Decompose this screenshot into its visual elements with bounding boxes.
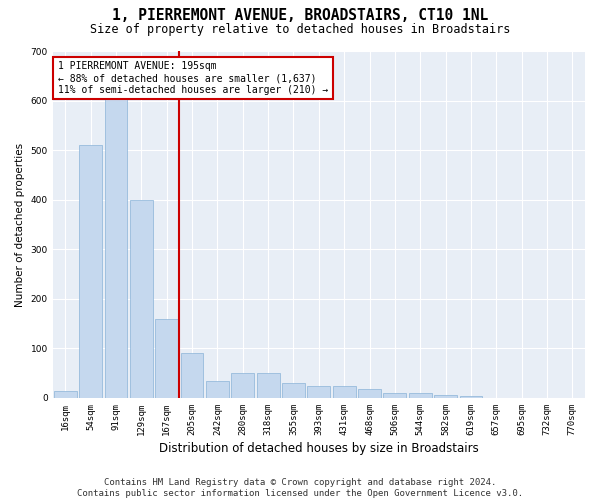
Bar [104,86,127,398]
Bar [54,390,77,398]
Bar [257,373,280,398]
Bar [206,380,229,398]
Bar [409,393,431,398]
Text: Contains HM Land Registry data © Crown copyright and database right 2024.
Contai: Contains HM Land Registry data © Crown c… [77,478,523,498]
Text: 1, PIERREMONT AVENUE, BROADSTAIRS, CT10 1NL: 1, PIERREMONT AVENUE, BROADSTAIRS, CT10 … [112,8,488,22]
Bar [434,396,457,398]
Bar [333,386,356,398]
Bar [232,373,254,398]
Text: Size of property relative to detached houses in Broadstairs: Size of property relative to detached ho… [90,22,510,36]
Bar [79,145,102,398]
Bar [130,200,153,398]
Bar [358,389,381,398]
Bar [383,393,406,398]
Bar [282,383,305,398]
Text: 1 PIERREMONT AVENUE: 195sqm
← 88% of detached houses are smaller (1,637)
11% of : 1 PIERREMONT AVENUE: 195sqm ← 88% of det… [58,62,328,94]
Bar [155,318,178,398]
Bar [181,354,203,398]
Y-axis label: Number of detached properties: Number of detached properties [15,142,25,306]
X-axis label: Distribution of detached houses by size in Broadstairs: Distribution of detached houses by size … [159,442,479,455]
Bar [307,386,330,398]
Bar [460,396,482,398]
